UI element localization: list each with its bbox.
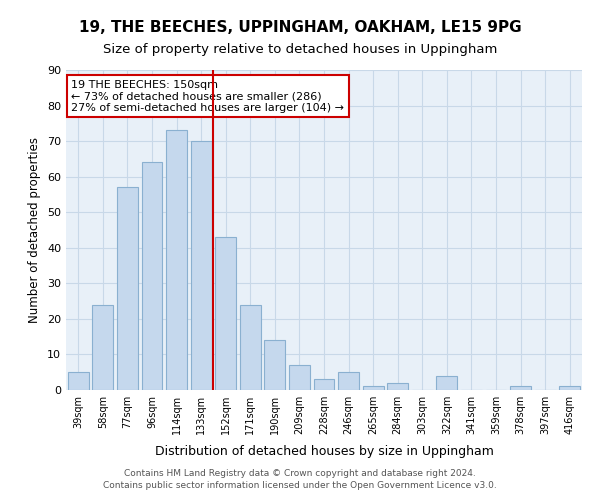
Bar (191, 141, 212, 390)
Bar (166, 130, 187, 390)
Bar (559, 386, 580, 390)
Bar (117, 188, 138, 390)
Bar (142, 162, 163, 390)
Bar (338, 372, 359, 390)
Bar (289, 365, 310, 390)
Bar (215, 237, 236, 390)
Text: 19 THE BEECHES: 150sqm
← 73% of detached houses are smaller (286)
27% of semi-de: 19 THE BEECHES: 150sqm ← 73% of detached… (71, 80, 344, 113)
Bar (314, 380, 334, 390)
Bar (265, 340, 286, 390)
Text: Contains HM Land Registry data © Crown copyright and database right 2024.
Contai: Contains HM Land Registry data © Crown c… (103, 468, 497, 490)
Bar (92, 304, 113, 390)
Bar (68, 372, 89, 390)
Bar (362, 386, 383, 390)
Y-axis label: Number of detached properties: Number of detached properties (28, 137, 41, 323)
Text: Size of property relative to detached houses in Uppingham: Size of property relative to detached ho… (103, 42, 497, 56)
Bar (510, 386, 531, 390)
Bar (387, 383, 408, 390)
X-axis label: Distribution of detached houses by size in Uppingham: Distribution of detached houses by size … (155, 446, 493, 458)
Text: 19, THE BEECHES, UPPINGHAM, OAKHAM, LE15 9PG: 19, THE BEECHES, UPPINGHAM, OAKHAM, LE15… (79, 20, 521, 35)
Bar (436, 376, 457, 390)
Bar (240, 304, 261, 390)
